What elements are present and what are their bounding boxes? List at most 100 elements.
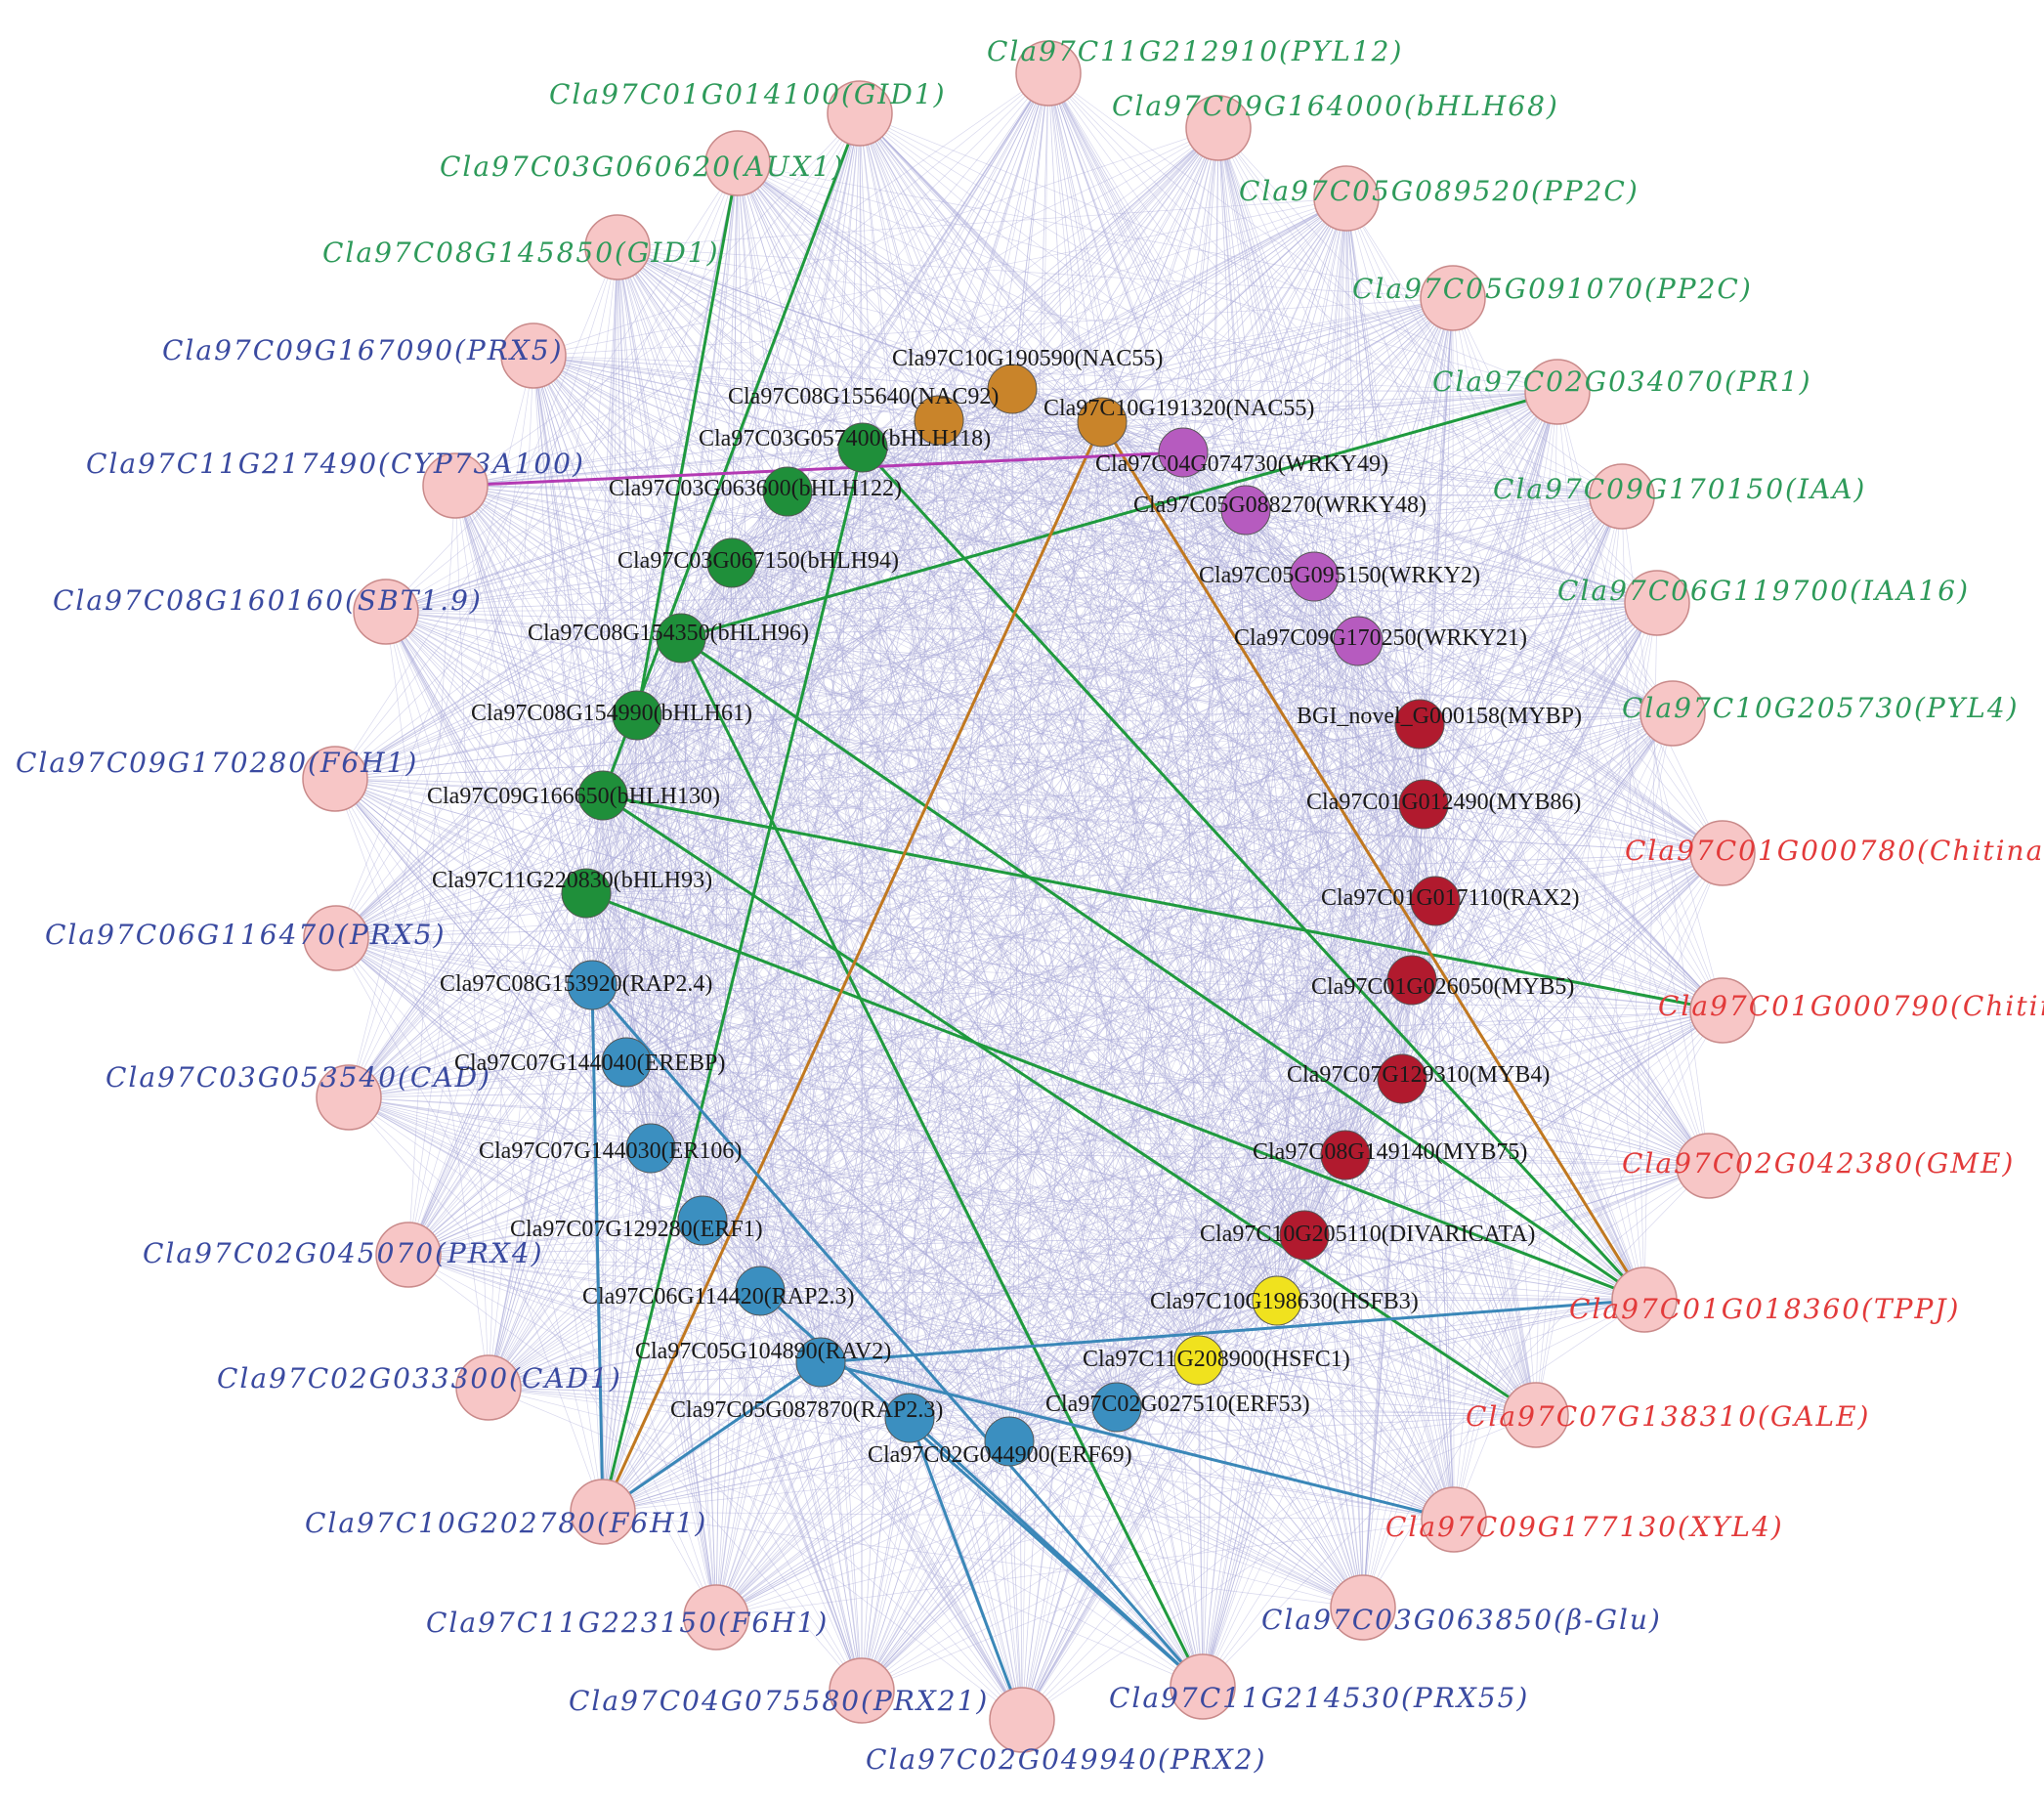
tf-label: Cla97C08G155640(NAC92) bbox=[728, 384, 999, 409]
outer-gene-label: Cla97C09G164000(bHLH68) bbox=[1112, 90, 1559, 122]
tf-node bbox=[656, 613, 706, 664]
tf-label: Cla97C07G144030(ER106) bbox=[479, 1138, 742, 1164]
outer-gene-label: Cla97C01G000780(Chitinase) bbox=[1625, 835, 2044, 867]
outer-gene-label: Cla97C11G223150(F6H1) bbox=[426, 1607, 829, 1639]
outer-gene-node bbox=[683, 1584, 749, 1651]
highlight-edge bbox=[590, 984, 1205, 1688]
outer-gene-node bbox=[1639, 680, 1706, 747]
highlight-edge bbox=[861, 446, 1646, 1302]
tf-node bbox=[884, 1393, 935, 1443]
tf-node bbox=[1289, 551, 1340, 602]
tf-node bbox=[914, 395, 964, 446]
highlight-edge bbox=[454, 450, 1184, 488]
outer-gene-label: Cla97C11G214530(PRX55) bbox=[1109, 1682, 1529, 1714]
tf-label: Cla97C04G074730(WRKY49) bbox=[1095, 451, 1388, 477]
outer-gene-label: Cla97C03G053540(CAD) bbox=[106, 1061, 491, 1094]
tf-label: Cla97C07G144040(EREBP) bbox=[454, 1051, 725, 1076]
outer-gene-node bbox=[1589, 463, 1655, 530]
tf-node bbox=[1333, 616, 1384, 666]
outer-gene-node bbox=[1611, 1266, 1678, 1333]
outer-gene-node bbox=[500, 322, 567, 389]
tf-label: Cla97C01G017110(RAX2) bbox=[1321, 885, 1579, 911]
outer-gene-node bbox=[704, 130, 771, 196]
outer-gene-node bbox=[829, 1657, 895, 1724]
outer-gene-node bbox=[1503, 1382, 1569, 1448]
tf-node bbox=[577, 770, 628, 821]
tf-node bbox=[1158, 427, 1209, 478]
highlight-edge bbox=[585, 891, 1645, 1302]
tf-label: Cla97C01G012490(MYB86) bbox=[1306, 790, 1581, 815]
tf-node bbox=[567, 960, 617, 1010]
tf-label: Cla97C11G208900(HSFC1) bbox=[1083, 1347, 1350, 1372]
tf-label: Cla97C08G154350(bHLH96) bbox=[528, 621, 809, 646]
highlight-edge bbox=[601, 421, 1104, 1513]
tf-node bbox=[706, 537, 757, 588]
outer-gene-node bbox=[1313, 165, 1380, 232]
outer-gene-label: Cla97C02G042380(GME) bbox=[1622, 1147, 2015, 1180]
outer-gene-label: Cla97C06G116470(PRX5) bbox=[45, 919, 447, 951]
tf-label: Cla97C05G095150(WRKY2) bbox=[1199, 563, 1480, 588]
tf-node bbox=[612, 690, 662, 741]
tf-node bbox=[1252, 1275, 1302, 1326]
highlight-edge bbox=[602, 794, 1724, 1012]
outer-gene-node bbox=[302, 746, 368, 812]
highlight-edge bbox=[680, 636, 1645, 1302]
outer-gene-node bbox=[827, 80, 893, 147]
tf-label: Cla97C10G198630(HSFB3) bbox=[1150, 1289, 1419, 1314]
outer-gene-label: Cla97C03G060620(AUX1) bbox=[440, 150, 844, 183]
tf-label: Cla97C07G129310(MYB4) bbox=[1287, 1062, 1550, 1088]
outer-gene-node bbox=[375, 1222, 442, 1288]
tf-node bbox=[837, 422, 888, 473]
tf-label: Cla97C02G027510(ERF53) bbox=[1045, 1392, 1310, 1417]
outer-gene-node bbox=[570, 1479, 636, 1545]
highlight-edge bbox=[1100, 421, 1646, 1301]
outer-gene-label: Cla97C06G119700(IAA16) bbox=[1557, 575, 1970, 607]
highlight-edge bbox=[679, 637, 1205, 1688]
tf-node bbox=[1279, 1210, 1330, 1261]
tf-label: Cla97C01G026050(MYB5) bbox=[1311, 974, 1574, 1000]
tf-node bbox=[1398, 779, 1449, 830]
tf-node bbox=[1220, 485, 1271, 536]
outer-gene-label: Cla97C01G018360(TPPJ) bbox=[1569, 1293, 1960, 1325]
tf-label: Cla97C02G044900(ERF69) bbox=[868, 1442, 1132, 1468]
tf-label: Cla97C03G067150(bHLH94) bbox=[617, 548, 899, 574]
highlight-edge bbox=[601, 112, 862, 796]
outer-gene-node bbox=[1330, 1574, 1396, 1641]
tf-node bbox=[984, 1416, 1035, 1467]
outer-gene-node bbox=[1624, 570, 1690, 636]
outer-gene-node bbox=[1524, 359, 1591, 425]
tf-label: Cla97C08G153920(RAP2.4) bbox=[440, 971, 712, 997]
tf-label: Cla97C10G205110(DIVARICATA) bbox=[1200, 1222, 1535, 1247]
outer-gene-label: Cla97C08G145850(GID1) bbox=[322, 236, 720, 269]
outer-gene-node bbox=[1689, 977, 1756, 1044]
tf-label: Cla97C03G057400(bHLH118) bbox=[699, 426, 991, 451]
outer-gene-label: Cla97C03G063850(β-Glu) bbox=[1261, 1604, 1662, 1636]
tf-node bbox=[1173, 1335, 1224, 1386]
tf-node bbox=[735, 1266, 786, 1316]
outer-gene-node bbox=[455, 1354, 522, 1421]
highlight-edge bbox=[602, 794, 1537, 1417]
tf-label: Cla97C10G190590(NAC55) bbox=[892, 346, 1163, 371]
outer-gene-label: Cla97C05G091070(PP2C) bbox=[1352, 273, 1753, 305]
outer-gene-node bbox=[584, 214, 651, 280]
outer-gene-label: Cla97C11G217490(CYP73A100) bbox=[86, 448, 585, 480]
outer-gene-label: Cla97C02G045070(PRX4) bbox=[143, 1237, 544, 1269]
outer-gene-node bbox=[303, 905, 369, 971]
outer-gene-label: Cla97C10G205730(PYL4) bbox=[1622, 692, 2020, 724]
tf-node bbox=[1091, 1382, 1142, 1433]
tf-node bbox=[677, 1195, 728, 1246]
outer-gene-label: Cla97C09G170150(IAA) bbox=[1493, 473, 1866, 505]
tf-label: Cla97C08G149140(MYB75) bbox=[1253, 1139, 1527, 1165]
outer-gene-ring: Cla97C11G212910(PYL12) Cla97C09G164000(bH… bbox=[16, 35, 2044, 1776]
tf-label: Cla97C06G114420(RAP2.3) bbox=[582, 1284, 854, 1309]
tf-label: Cla97C05G088270(WRKY48) bbox=[1133, 493, 1427, 518]
tf-node bbox=[795, 1337, 846, 1388]
tf-label: Cla97C11G220830(bHLH93) bbox=[432, 868, 712, 893]
highlight-edge bbox=[601, 447, 865, 1513]
outer-gene-label: Cla97C04G075580(PRX21) bbox=[569, 1685, 989, 1717]
outer-gene-node bbox=[1676, 1133, 1742, 1199]
highlight-edge bbox=[908, 1417, 1024, 1721]
tf-node bbox=[1377, 1053, 1427, 1104]
outer-gene-node bbox=[353, 579, 419, 645]
